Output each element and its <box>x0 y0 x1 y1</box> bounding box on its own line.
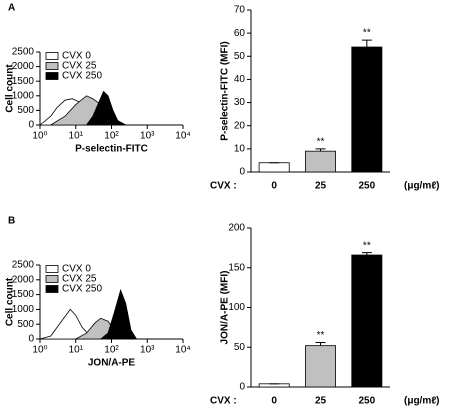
y-tick-label: 50 <box>234 51 246 62</box>
y-tick-label: 2000 <box>12 274 35 285</box>
x-tick-label: 10⁰ <box>32 345 47 356</box>
y-tick-label: 0 <box>239 382 245 393</box>
legend-label: CVX 0 <box>62 51 91 62</box>
y-tick-label: 50 <box>234 342 246 353</box>
x-tick-label: 0 <box>271 181 277 192</box>
y-tick-label: 150 <box>228 262 245 273</box>
x-unit: (μg/mℓ) <box>404 181 439 192</box>
y-tick-label: 0 <box>28 334 34 345</box>
legend-label: CVX 25 <box>62 274 97 285</box>
x-prefix: CVX : <box>210 396 237 407</box>
bar <box>305 345 336 388</box>
significance-label: ** <box>317 136 325 147</box>
y-tick-label: 500 <box>17 319 34 330</box>
x-axis-label: JON/A-PE <box>88 358 136 369</box>
error-bar <box>361 252 372 256</box>
x-tick-label: 10⁰ <box>32 131 47 142</box>
legend-label: CVX 250 <box>62 71 102 82</box>
legend-label: CVX 250 <box>62 284 102 295</box>
y-axis-label: Cell count <box>5 277 16 326</box>
error-bar <box>315 148 326 152</box>
y-tick-label: 2000 <box>12 61 35 72</box>
x-tick-label: 25 <box>315 396 327 407</box>
y-axis-label: P-selectin-FITC (MFI) <box>220 41 231 140</box>
y-tick-label: 0 <box>28 120 34 131</box>
y-tick-label: 100 <box>228 302 245 313</box>
x-axis-label: P-selectin-FITC <box>75 144 148 155</box>
x-tick-label: 0 <box>271 396 277 407</box>
y-axis-label: Cell count <box>5 64 16 113</box>
y-tick-label: 1500 <box>12 289 35 300</box>
bar <box>258 162 290 173</box>
y-tick-label: 30 <box>234 97 246 108</box>
y-tick-label: 1000 <box>12 90 35 101</box>
x-tick-label: 10⁴ <box>175 345 190 356</box>
legend-swatch <box>45 265 59 273</box>
legend-label: CVX 0 <box>62 264 91 275</box>
x-prefix: CVX : <box>210 181 237 192</box>
legend-swatch <box>45 52 59 60</box>
significance-label: ** <box>363 240 371 251</box>
y-tick-label: 20 <box>234 120 246 131</box>
y-tick-label: 1000 <box>12 304 35 315</box>
significance-label: ** <box>317 330 325 341</box>
legend-label: CVX 25 <box>62 61 97 72</box>
bar <box>351 46 383 173</box>
legend-swatch <box>45 275 59 283</box>
y-tick-label: 200 <box>228 223 245 234</box>
x-tick-label: 10¹ <box>69 131 84 142</box>
y-tick-label: 60 <box>234 28 246 39</box>
legend-swatch <box>45 72 59 80</box>
x-tick-label: 10³ <box>140 345 155 356</box>
y-tick-label: 40 <box>234 74 246 85</box>
y-tick-label: 70 <box>234 5 246 16</box>
y-tick-label: 1500 <box>12 76 35 87</box>
histogram-area <box>99 288 138 340</box>
y-axis-label: JON/A-PE (MFI) <box>220 271 231 345</box>
x-tick-label: 10³ <box>140 131 155 142</box>
panel-label: A <box>8 3 15 14</box>
x-unit: (μg/mℓ) <box>404 396 439 407</box>
y-tick-label: 500 <box>17 105 34 116</box>
x-tick-label: 25 <box>315 181 327 192</box>
y-tick-label: 2500 <box>12 260 35 271</box>
x-tick-label: 10⁴ <box>175 131 190 142</box>
panel-label: B <box>8 216 15 227</box>
histogram-area <box>85 90 126 126</box>
bar <box>351 254 383 388</box>
x-tick-label: 250 <box>358 396 375 407</box>
error-bar <box>315 341 326 346</box>
significance-label: ** <box>363 28 371 39</box>
x-tick-label: 10² <box>104 345 119 356</box>
bar <box>305 150 336 173</box>
legend-swatch <box>45 62 59 70</box>
y-tick-label: 10 <box>234 143 246 154</box>
x-tick-label: 10¹ <box>69 345 84 356</box>
y-tick-label: 0 <box>239 167 245 178</box>
y-tick-label: 2500 <box>12 47 35 58</box>
x-tick-label: 10² <box>104 131 119 142</box>
legend-swatch <box>45 285 59 293</box>
x-tick-label: 250 <box>358 181 375 192</box>
error-bar <box>361 39 372 48</box>
